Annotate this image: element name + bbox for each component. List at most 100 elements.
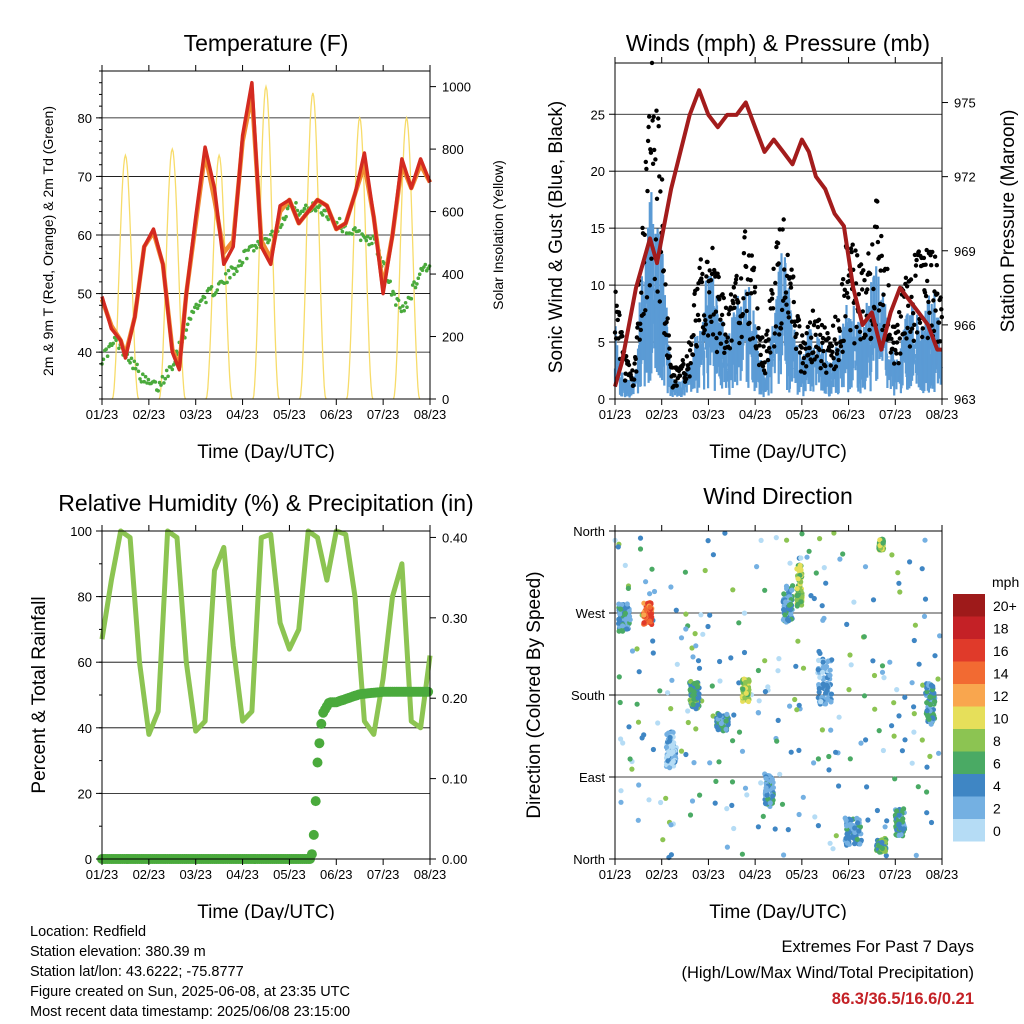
wind-direction-point xyxy=(739,748,746,754)
wind-direction-point xyxy=(635,719,642,725)
wind-gust-point xyxy=(802,341,808,346)
wind-direction-point xyxy=(911,711,917,717)
dewpoint-point xyxy=(159,383,163,387)
wind-direction-point xyxy=(693,643,699,649)
wind-direction-point xyxy=(827,672,833,678)
wind-gust-point xyxy=(809,360,814,365)
wind-gust-point xyxy=(834,341,839,346)
wind-direction-point xyxy=(625,585,632,592)
wind-direction-point xyxy=(776,656,782,662)
wind-direction-point xyxy=(794,707,800,713)
wind-gust-point xyxy=(625,359,631,364)
wind-gust-point xyxy=(757,343,762,348)
dewpoint-point xyxy=(164,368,169,373)
wind-direction-point xyxy=(837,556,843,562)
wind-direction-point xyxy=(740,686,746,692)
dewpoint-point xyxy=(145,381,149,385)
wind-direction-point xyxy=(643,579,649,585)
dewpoint-point xyxy=(226,268,231,273)
wind-direction-point xyxy=(717,658,723,665)
wind-gust-point xyxy=(862,278,867,283)
dewpoint-point xyxy=(184,328,189,332)
wind-direction-point xyxy=(650,638,656,644)
wind-gust-point xyxy=(700,271,705,277)
wind-gust-point xyxy=(739,334,744,340)
wind-gust-point xyxy=(807,320,813,325)
p1-y2tick-label: 600 xyxy=(442,205,464,220)
wind-direction-point xyxy=(846,687,852,693)
temperature-y2label: Solar Insolation (Yellow) xyxy=(490,160,506,310)
wind-gust-point xyxy=(800,361,805,366)
wind-direction-point xyxy=(916,661,922,667)
wind-direction-point xyxy=(861,634,867,640)
wind-direction-point xyxy=(896,832,902,839)
wind-gust-point xyxy=(726,311,731,317)
p4-xtick-label: 08/23 xyxy=(926,867,959,882)
extremes-subtitle: (High/Low/Max Wind/Total Precipitation) xyxy=(681,964,974,982)
dewpoint-point xyxy=(135,362,139,367)
extremes-info: Extremes For Past 7 Days (High/Low/Max W… xyxy=(681,934,974,1012)
wind-gust-point xyxy=(824,370,829,375)
dewpoint-point xyxy=(204,300,208,305)
wind-direction-point xyxy=(764,792,770,798)
wind-gust-point xyxy=(736,300,741,305)
wind-direction-point xyxy=(813,570,819,576)
wind-gust-point xyxy=(866,251,871,256)
dewpoint-point xyxy=(264,237,269,241)
p2-xtick-label: 05/23 xyxy=(786,407,819,422)
wind-gust-point xyxy=(817,347,822,353)
wind-direction-point xyxy=(785,617,791,623)
dewpoint-point xyxy=(162,381,166,385)
wind-gust-point xyxy=(690,352,696,357)
wind-direction-point xyxy=(650,650,656,656)
humidity-ylabel: Percent & Total Rainfall xyxy=(29,596,50,793)
wind-gust-point xyxy=(842,293,847,298)
wind-direction-point xyxy=(819,603,825,609)
wind-gust-point xyxy=(826,336,831,341)
wind-gust-point xyxy=(697,265,702,271)
wind-direction-point xyxy=(618,788,624,794)
wind-gust-point xyxy=(788,285,794,290)
wind-gust-point xyxy=(881,292,886,297)
wind-direction-point xyxy=(783,583,790,589)
wind-direction-point xyxy=(731,825,737,832)
wind-direction-point xyxy=(833,749,839,755)
p4-ytick-label: North xyxy=(573,524,605,539)
p2-xtick-label: 04/23 xyxy=(739,407,772,422)
wind-gust-point xyxy=(806,352,811,357)
p2-xtick-label: 06/23 xyxy=(832,407,865,422)
wind-direction-point xyxy=(773,535,779,541)
precipitation-point xyxy=(308,829,319,840)
dewpoint-point xyxy=(228,275,232,280)
wind-direction-point xyxy=(637,546,644,552)
wind-direction-point xyxy=(907,559,913,565)
solar-insolation-line xyxy=(111,84,421,400)
wind-direction-point xyxy=(724,844,731,850)
dewpoint-point xyxy=(389,293,394,297)
wind-direction-point xyxy=(667,765,673,771)
wind-direction-point xyxy=(887,659,893,665)
wind-direction-point xyxy=(828,699,834,705)
wind-gust-point xyxy=(734,273,739,279)
wind-gust-point xyxy=(797,350,803,355)
wind-direction-point xyxy=(828,691,835,697)
wind-gust-point xyxy=(650,161,656,166)
wind-gust-point xyxy=(720,292,725,297)
speed-legend-swatch xyxy=(953,819,985,842)
dewpoint-point xyxy=(185,322,190,327)
p3-xtick-label: 02/23 xyxy=(133,867,166,882)
p2-ytick-label: 20 xyxy=(591,164,605,179)
wind-gust-point xyxy=(888,350,893,355)
p1-xtick-label: 08/23 xyxy=(414,407,447,422)
dewpoint-point xyxy=(209,285,214,289)
wind-direction-point xyxy=(641,620,647,626)
wind-direction-point xyxy=(896,822,902,828)
dewpoint-point xyxy=(128,360,132,365)
wind-direction-point xyxy=(796,747,802,754)
wind-direction-point xyxy=(795,638,801,644)
wind-gust-point xyxy=(695,312,701,318)
wind-gust-point xyxy=(788,281,793,286)
speed-legend-title: mph xyxy=(992,574,1019,590)
wind-direction-point xyxy=(728,655,734,661)
